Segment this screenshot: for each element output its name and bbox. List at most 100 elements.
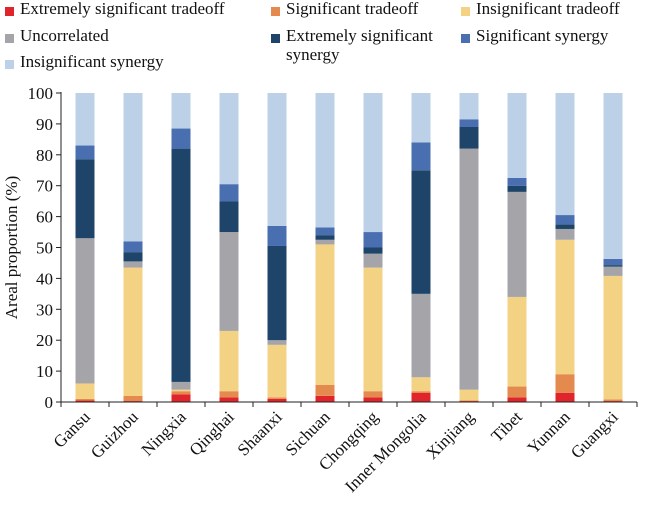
bar-segment-2-0 bbox=[171, 394, 191, 402]
x-tick-label-0: Gansu bbox=[50, 407, 95, 452]
bar-segment-10-1 bbox=[555, 374, 575, 393]
y-tick-label-0: 0 bbox=[45, 393, 54, 412]
bar-segment-6-0 bbox=[363, 397, 383, 402]
bar-segment-1-6 bbox=[123, 93, 143, 242]
y-tick-label-2: 20 bbox=[36, 331, 53, 350]
y-tick-label-9: 90 bbox=[36, 115, 53, 134]
bar-segment-5-4 bbox=[315, 235, 335, 240]
bar-segment-9-4 bbox=[507, 185, 527, 192]
legend-swatch-5 bbox=[461, 34, 470, 43]
bar-segment-6-2 bbox=[363, 267, 383, 392]
bar-segment-0-3 bbox=[75, 238, 95, 384]
bar-segment-8-5 bbox=[459, 119, 479, 127]
bar-segment-1-1 bbox=[123, 395, 143, 402]
bar-segment-3-3 bbox=[219, 232, 239, 331]
bar-segment-3-2 bbox=[219, 330, 239, 392]
bar-segment-2-6 bbox=[171, 93, 191, 129]
bar-segment-0-2 bbox=[75, 383, 95, 399]
legend-label-3: Uncorrelated bbox=[20, 26, 109, 45]
y-tick-label-6: 60 bbox=[36, 208, 53, 227]
bars-layer bbox=[75, 93, 623, 402]
bar-segment-6-1 bbox=[363, 391, 383, 398]
bar-segment-10-4 bbox=[555, 224, 575, 229]
bar-segment-1-3 bbox=[123, 261, 143, 268]
legend-swatch-1 bbox=[271, 7, 280, 16]
bar-segment-5-5 bbox=[315, 227, 335, 236]
bar-segment-11-3 bbox=[603, 266, 623, 276]
y-tick-label-3: 30 bbox=[36, 300, 53, 319]
bar-segment-11-1 bbox=[603, 399, 623, 402]
bar-segment-0-1 bbox=[75, 398, 95, 401]
bar-segment-11-4 bbox=[603, 265, 623, 267]
bar-segment-9-6 bbox=[507, 93, 527, 178]
y-tick-label-7: 70 bbox=[36, 177, 53, 196]
bar-segment-7-3 bbox=[411, 293, 431, 378]
bar-segment-5-3 bbox=[315, 239, 335, 245]
bar-segment-8-3 bbox=[459, 148, 479, 390]
y-tick-label-4: 40 bbox=[36, 269, 53, 288]
bar-segment-9-5 bbox=[507, 177, 527, 186]
bar-segment-7-4 bbox=[411, 170, 431, 294]
bar-segment-0-6 bbox=[75, 93, 95, 146]
bar-segment-3-4 bbox=[219, 201, 239, 233]
bar-segment-10-2 bbox=[555, 239, 575, 375]
bar-segment-10-3 bbox=[555, 228, 575, 240]
bar-segment-9-1 bbox=[507, 386, 527, 398]
bar-segment-2-3 bbox=[171, 381, 191, 390]
bar-segment-4-5 bbox=[267, 225, 287, 246]
bar-segment-3-5 bbox=[219, 184, 239, 202]
legend-swatch-0 bbox=[5, 7, 14, 16]
bar-segment-9-2 bbox=[507, 296, 527, 387]
bar-segment-5-6 bbox=[315, 93, 335, 228]
bar-segment-11-2 bbox=[603, 275, 623, 400]
bar-segment-10-0 bbox=[555, 392, 575, 402]
legend: Extremely significant tradeoff Significa… bbox=[0, 0, 650, 80]
bar-segment-6-4 bbox=[363, 247, 383, 254]
legend-swatch-3 bbox=[5, 34, 14, 43]
bar-segment-9-0 bbox=[507, 397, 527, 402]
bar-segment-9-3 bbox=[507, 191, 527, 297]
bar-segment-10-5 bbox=[555, 215, 575, 225]
bar-segment-4-0 bbox=[267, 398, 287, 402]
bar-segment-2-4 bbox=[171, 148, 191, 382]
bar-segment-3-6 bbox=[219, 93, 239, 185]
x-tick-label-8: Xinjiang bbox=[422, 407, 478, 463]
bar-segment-5-2 bbox=[315, 244, 335, 385]
bar-segment-4-2 bbox=[267, 344, 287, 398]
legend-label-5: Significant synergy bbox=[476, 26, 609, 45]
x-tick-label-9: Tibet bbox=[487, 407, 526, 446]
bar-segment-6-5 bbox=[363, 232, 383, 248]
x-tick-label-3: Qinghai bbox=[186, 407, 238, 459]
bar-segment-0-5 bbox=[75, 145, 95, 160]
legend-label-2: Insignificant tradeoff bbox=[476, 0, 620, 18]
y-axis-title: Areal proportion (%) bbox=[2, 176, 21, 320]
x-tick-label-1: Guizhou bbox=[87, 407, 142, 462]
legend-swatch-6 bbox=[5, 60, 14, 69]
y-tick-label-8: 80 bbox=[36, 146, 53, 165]
legend-label-6: Insignificant synergy bbox=[20, 52, 164, 71]
bar-segment-11-5 bbox=[603, 258, 623, 266]
legend-label-4: Extremely significant synergy bbox=[286, 26, 433, 64]
bar-segment-10-6 bbox=[555, 93, 575, 216]
bar-segment-0-4 bbox=[75, 159, 95, 239]
x-tick-label-11: Guangxi bbox=[567, 407, 622, 462]
bar-segment-2-5 bbox=[171, 128, 191, 149]
legend-label-1: Significant tradeoff bbox=[286, 0, 419, 18]
bar-segment-7-0 bbox=[411, 392, 431, 402]
x-tick-label-4: Shaanxi bbox=[234, 407, 286, 459]
bar-segment-4-3 bbox=[267, 340, 287, 345]
bar-segment-5-1 bbox=[315, 385, 335, 396]
bar-segment-3-1 bbox=[219, 391, 239, 398]
bar-segment-8-4 bbox=[459, 126, 479, 149]
legend-swatch-4 bbox=[271, 34, 280, 43]
bar-segment-6-6 bbox=[363, 93, 383, 233]
legend-swatch-2 bbox=[461, 7, 470, 16]
x-tick-label-10: Yunnan bbox=[524, 407, 575, 458]
y-tick-label-5: 50 bbox=[36, 239, 53, 258]
bar-segment-2-2 bbox=[171, 389, 191, 392]
y-tick-label-1: 10 bbox=[36, 362, 53, 381]
bar-segment-7-5 bbox=[411, 142, 431, 171]
bar-segment-1-5 bbox=[123, 241, 143, 253]
bar-segment-1-4 bbox=[123, 252, 143, 262]
